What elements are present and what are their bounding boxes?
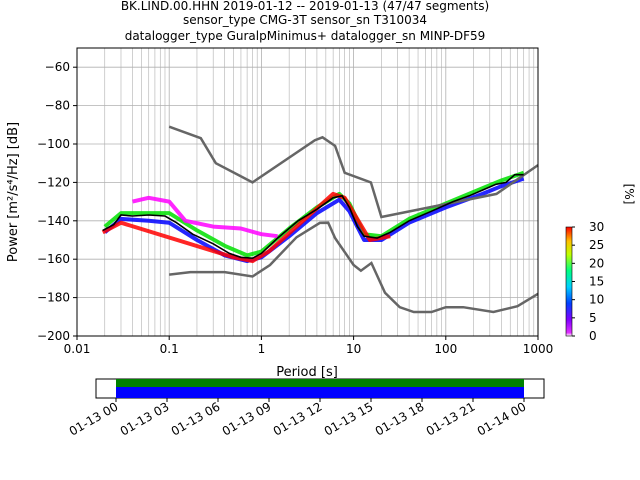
plot-frame: [77, 48, 538, 336]
y-tick-label: −100: [37, 137, 70, 151]
time-tick-label: 01-13 12: [271, 399, 325, 438]
time-tick-label: 01-13 00: [67, 399, 121, 438]
mean-psd-line: [102, 173, 524, 260]
chart-title-line1: BK.LIND.00.HHN 2019-01-12 -- 2019-01-13 …: [121, 0, 489, 13]
y-tick-label: −120: [37, 175, 70, 189]
high-noise-model-line: [168, 125, 539, 219]
colorbar-scale: [565, 226, 573, 337]
y-tick-label: −60: [45, 60, 70, 74]
colorbar-ticks: 0 5 10 15 20 25 30: [572, 220, 604, 343]
colorbar-tick-label: 25: [589, 238, 604, 252]
x-tick-label: 10: [346, 342, 361, 356]
colorbar: 0 5 10 15 20 25 30 [%]: [565, 184, 636, 343]
psd-band-series: [103, 176, 525, 264]
low-noise-model-line: [169, 221, 539, 314]
colorbar-tick-label: 10: [589, 293, 604, 307]
y-tick-label: −180: [37, 291, 70, 305]
x-tick-label: 1000: [523, 342, 554, 356]
mean-psd: [102, 173, 524, 260]
psd-band-series: [132, 195, 278, 239]
plot-area: 0.01 0.1 1 10 100 1000 −60 −80 −100 −120 −140 −160…: [37, 47, 554, 356]
x-tick-label: 0.1: [160, 342, 179, 356]
x-tick-label: 100: [434, 342, 457, 356]
chart-title-line2: sensor_type CMG-3T sensor_sn T310034: [183, 13, 427, 27]
colorbar-label: [%]: [622, 184, 636, 205]
colorbar-tick-label: 15: [589, 275, 604, 289]
y-tick-label: −160: [37, 252, 70, 266]
noise-models: [168, 125, 539, 314]
y-tick-label: −140: [37, 214, 70, 228]
time-coverage-bottom-bar: [116, 387, 524, 398]
y-axis-ticks: −60 −80 −100 −120 −140 −160 −180 −200: [37, 60, 77, 343]
colorbar-tick-label: 20: [589, 256, 604, 270]
time-tick-label: 01-13 18: [373, 399, 427, 438]
colorbar-tick-label: 30: [589, 220, 604, 234]
psd-band-series: [101, 191, 391, 264]
colorbar-tick-label: 5: [589, 311, 597, 325]
y-tick-label: −200: [37, 329, 70, 343]
y-axis-label: Power [m²/s⁴/Hz] [dB]: [6, 122, 21, 262]
time-tick-label: 01-13 03: [118, 399, 172, 438]
time-tick-label: 01-13 06: [169, 399, 223, 438]
x-axis-label: Period [s]: [276, 365, 338, 380]
x-tick-label: 0.01: [64, 342, 91, 356]
y-tick-label: −80: [45, 99, 70, 113]
x-axis-ticks: 0.01 0.1 1 10 100 1000: [64, 336, 554, 356]
plot-border: [76, 47, 539, 337]
colorbar-tick-label: 0: [589, 329, 597, 343]
x-tick-label: 1: [258, 342, 266, 356]
time-tick-label: 01-13 09: [220, 399, 274, 438]
time-tick-label: 01-13 15: [322, 399, 376, 438]
time-coverage-top-bar: [116, 379, 524, 387]
chart-title-line3: datalogger_type GuralpMinimus+ datalogge…: [125, 29, 486, 43]
time-tick-label: 01-13 21: [424, 399, 478, 438]
time-tick-label: 01-14 00: [475, 399, 529, 438]
